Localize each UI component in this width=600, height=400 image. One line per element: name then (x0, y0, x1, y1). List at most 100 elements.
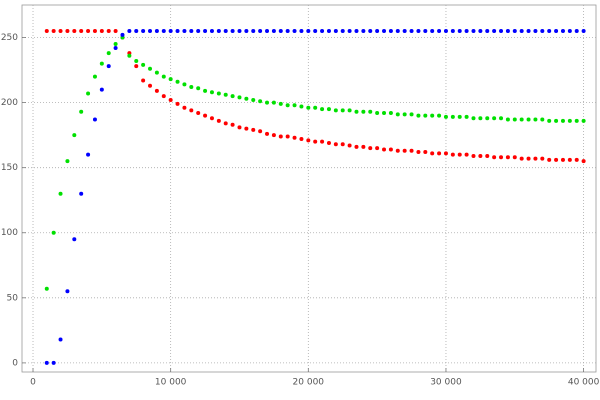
point (306, 29, 311, 34)
point (168, 77, 173, 82)
x-tick-label: 20 000 (293, 378, 325, 388)
point (244, 96, 249, 101)
point (430, 151, 435, 156)
point (299, 29, 304, 34)
point (402, 29, 407, 34)
point (574, 29, 579, 34)
point (175, 101, 180, 106)
point (512, 155, 517, 160)
point (141, 29, 146, 34)
point (313, 29, 318, 34)
point (361, 144, 366, 149)
point (395, 112, 400, 117)
point (278, 29, 283, 34)
point (230, 29, 235, 34)
point (492, 29, 497, 34)
point (423, 29, 428, 34)
point (189, 84, 194, 89)
point (230, 94, 235, 99)
point (278, 101, 283, 106)
plot-frame (21, 4, 597, 373)
point (127, 29, 132, 34)
point (368, 146, 373, 151)
point (209, 29, 214, 34)
y-tick-label: 250 (1, 33, 18, 43)
point (388, 29, 393, 34)
x-tick-label: 40 000 (568, 378, 600, 388)
point (65, 159, 70, 164)
point (423, 113, 428, 118)
point (526, 117, 531, 122)
point (471, 153, 476, 158)
point (265, 100, 270, 105)
point (326, 107, 331, 112)
point (533, 29, 538, 34)
point (485, 153, 490, 158)
point (423, 150, 428, 155)
point (416, 29, 421, 34)
point (161, 94, 166, 99)
point (237, 29, 242, 34)
point (127, 53, 132, 58)
point (430, 113, 435, 118)
point (512, 117, 517, 122)
point (526, 156, 531, 161)
point (320, 107, 325, 112)
point (402, 112, 407, 117)
point (382, 111, 387, 116)
point (560, 118, 565, 123)
point (86, 91, 91, 96)
point (492, 155, 497, 160)
point (347, 29, 352, 34)
point (382, 29, 387, 34)
point (223, 121, 228, 126)
point (437, 113, 442, 118)
point (65, 289, 70, 294)
point (251, 29, 256, 34)
point (499, 29, 504, 34)
point (51, 29, 56, 34)
point (65, 29, 70, 34)
point (457, 29, 462, 34)
point (457, 152, 462, 157)
point (340, 108, 345, 113)
point (99, 61, 104, 66)
point (285, 134, 290, 139)
point (154, 29, 159, 34)
point (388, 147, 393, 152)
point (175, 79, 180, 84)
point (237, 125, 242, 130)
point (182, 29, 187, 34)
point (148, 66, 153, 71)
point (113, 42, 118, 47)
point (554, 29, 559, 34)
point (375, 111, 380, 116)
point (141, 78, 146, 83)
point (554, 157, 559, 162)
point (471, 29, 476, 34)
point (437, 29, 442, 34)
point (574, 118, 579, 123)
point (271, 29, 276, 34)
point (44, 360, 49, 365)
point (79, 29, 84, 34)
point (499, 155, 504, 160)
point (203, 29, 208, 34)
point (251, 98, 256, 103)
point (567, 118, 572, 123)
point (92, 117, 97, 122)
point (437, 151, 442, 156)
point (161, 74, 166, 79)
point (86, 29, 91, 34)
point (478, 116, 483, 121)
point (560, 157, 565, 162)
point (134, 64, 139, 69)
point (251, 127, 256, 132)
point (299, 104, 304, 109)
point (519, 117, 524, 122)
point (244, 29, 249, 34)
point (182, 82, 187, 87)
y-tick-label: 100 (1, 228, 18, 238)
point (258, 29, 263, 34)
point (134, 29, 139, 34)
